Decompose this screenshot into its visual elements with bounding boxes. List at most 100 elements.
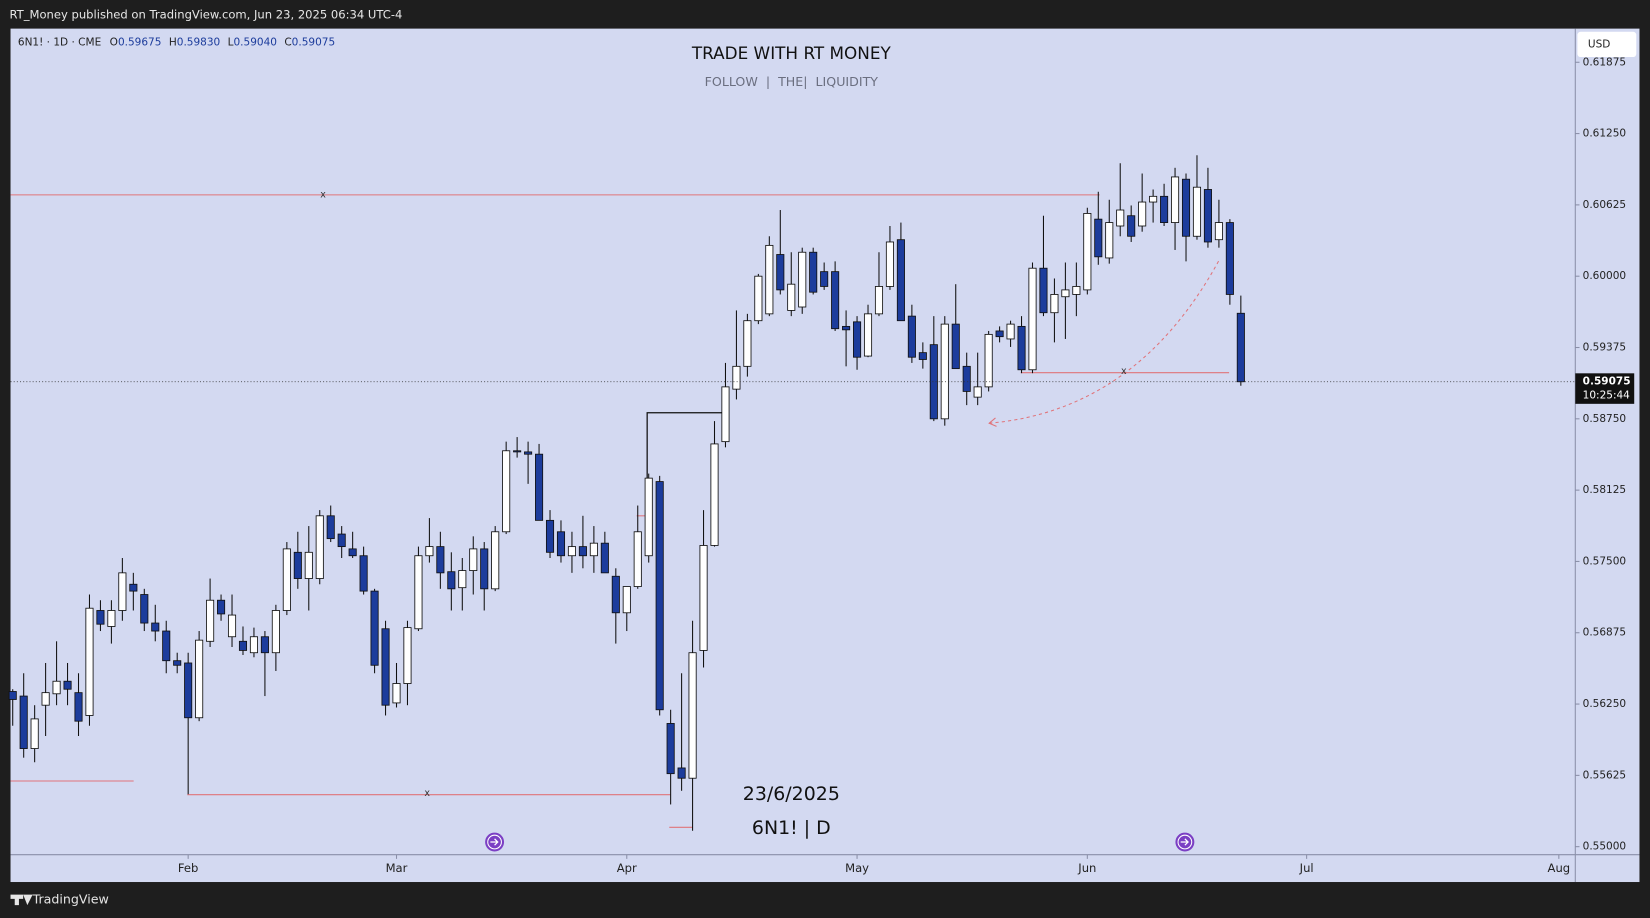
candle-body <box>425 546 434 557</box>
candle-body <box>74 692 83 722</box>
ohlc-value: 0.59075 <box>292 36 336 48</box>
candle-body <box>282 548 291 611</box>
candle-body <box>1181 178 1191 237</box>
candle-body <box>271 610 280 654</box>
y-tick-label: 0.60000 <box>1583 270 1626 282</box>
candle-body <box>1171 176 1180 223</box>
candle-body <box>655 481 664 711</box>
x-tick-label: Jul <box>1299 861 1314 875</box>
candle-body <box>787 283 796 311</box>
candle-body <box>863 313 873 357</box>
candle-body <box>633 531 642 587</box>
candle-body <box>469 548 478 571</box>
candle-body <box>502 450 511 533</box>
candle-body <box>206 599 215 642</box>
x-tick-label: Jun <box>1077 861 1096 875</box>
candle-body <box>1017 325 1026 371</box>
candle-body <box>984 333 993 388</box>
candle-body <box>1105 222 1114 259</box>
candle-body <box>1006 323 1015 340</box>
candle-body <box>556 531 566 557</box>
candle-body <box>611 575 620 614</box>
candle-body <box>1127 215 1136 237</box>
candle-body <box>1236 312 1245 383</box>
candle-body <box>217 599 226 615</box>
drawing-marker: x <box>1121 366 1127 377</box>
candle-body <box>545 519 555 553</box>
candle-body <box>1039 267 1048 314</box>
y-tick-label: 0.60625 <box>1583 199 1626 211</box>
candle-body <box>831 271 840 330</box>
candle-body <box>1203 189 1212 243</box>
candle-body <box>392 683 401 704</box>
candle-body <box>1192 186 1202 237</box>
candle-body <box>809 251 818 293</box>
x-tick-label: Feb <box>178 861 198 875</box>
candle-body <box>30 718 39 749</box>
candle-body <box>118 572 127 611</box>
candle-body <box>436 546 445 574</box>
candle-body <box>458 570 467 589</box>
candle-body <box>293 551 302 579</box>
currency[interactable]: USD <box>1588 38 1610 50</box>
event-icon[interactable] <box>1175 832 1195 852</box>
chart-background <box>10 28 1640 883</box>
candle-body <box>699 545 708 651</box>
candle-body <box>1094 218 1103 258</box>
candle-body <box>173 660 182 666</box>
candle-body <box>107 610 116 627</box>
candle-body <box>535 453 544 521</box>
candle-body <box>743 320 752 367</box>
candle-body <box>85 607 94 716</box>
candle-body <box>896 239 905 322</box>
candle-body <box>754 275 763 322</box>
candle-body <box>688 652 697 779</box>
candle-body <box>337 533 346 548</box>
candle-body <box>227 614 237 638</box>
y-tick-label: 0.58125 <box>1583 484 1626 496</box>
drawing-marker: x <box>320 189 326 200</box>
candle-body <box>622 586 631 614</box>
chart-title: TRADE WITH RT MONEY <box>691 43 892 63</box>
candle-body <box>63 680 72 690</box>
event-icon[interactable] <box>485 832 505 852</box>
candle-body <box>1083 213 1092 291</box>
candle-body <box>480 548 489 590</box>
x-tick-label: Mar <box>386 861 408 875</box>
candle-body <box>962 365 971 392</box>
annotation-date: 23/6/2025 <box>743 783 840 805</box>
candle-body <box>918 352 927 360</box>
candle-body <box>260 636 269 654</box>
candle-body <box>326 515 335 540</box>
candle-body <box>1160 195 1169 223</box>
ohlc-value: 0.59830 <box>177 36 221 48</box>
chart-subtitle: FOLLOW | THE| LIQUIDITY <box>705 74 879 89</box>
arrow-head <box>988 417 997 427</box>
candle-body <box>1028 267 1037 371</box>
candle-body <box>381 628 390 706</box>
candle-body <box>52 680 61 695</box>
candle-body <box>348 548 357 557</box>
candle-body <box>513 450 522 453</box>
brand: TradingView <box>32 891 109 906</box>
ohlc-label: O <box>110 36 118 48</box>
drawing-marker: x <box>424 788 430 799</box>
candle-body <box>370 590 379 666</box>
candle-body <box>710 443 719 546</box>
currency-box[interactable] <box>1577 31 1637 58</box>
candle-body <box>491 531 500 590</box>
candle-body <box>1225 222 1234 295</box>
y-tick-label: 0.56875 <box>1583 627 1626 639</box>
candle-body <box>907 315 916 358</box>
symbol: 6N1! · 1D · CME <box>18 36 101 48</box>
candle-body <box>129 583 138 592</box>
candle-body <box>600 542 609 574</box>
ohlc-value: 0.59675 <box>118 36 162 48</box>
candle-body <box>140 594 149 624</box>
candle-body <box>874 286 884 315</box>
candle-body <box>853 321 862 358</box>
candle-body <box>677 767 686 779</box>
ohlc-label: L <box>228 36 234 48</box>
candle-body <box>951 323 960 370</box>
